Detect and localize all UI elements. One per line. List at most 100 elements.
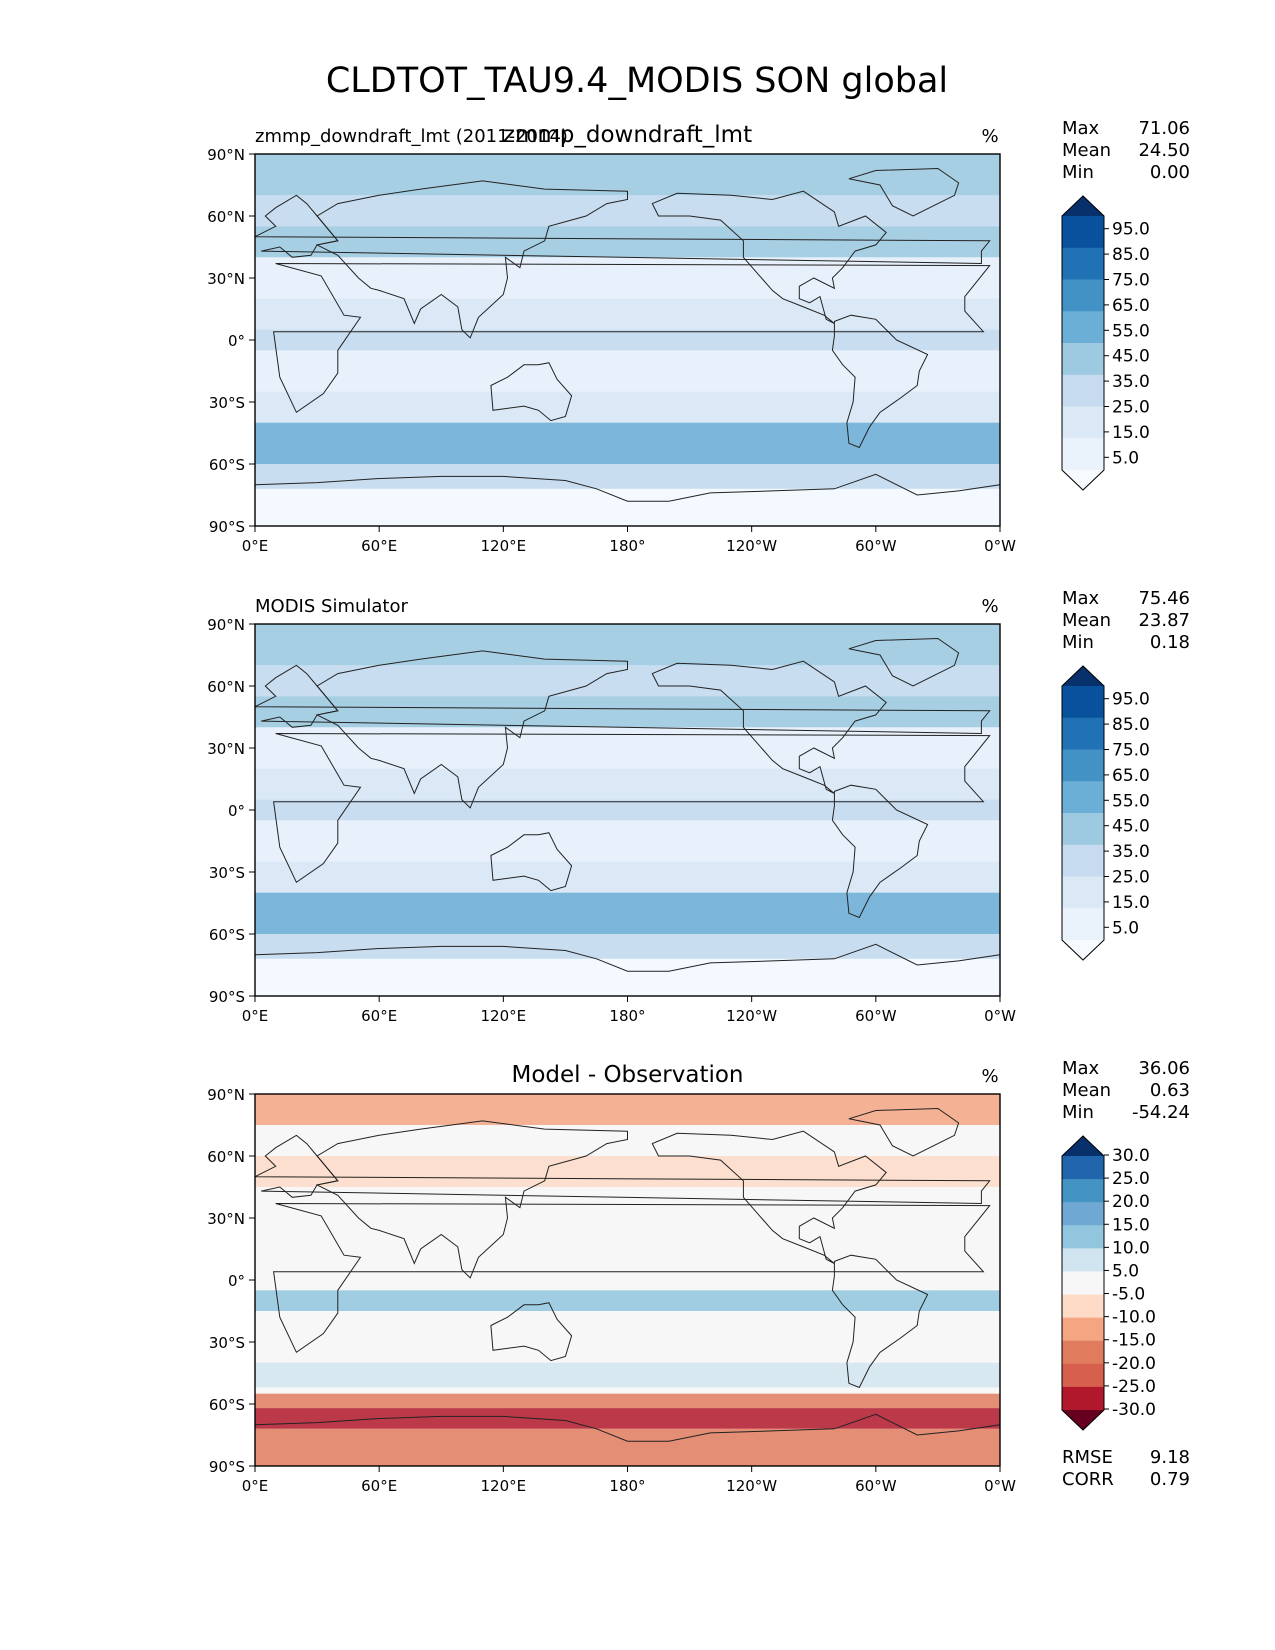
colorbar-segment (1062, 247, 1104, 280)
colorbar-label: 15.0 (1112, 423, 1150, 443)
lon-tick-label: 180° (609, 1477, 645, 1495)
coastline (315, 1120, 628, 1279)
colorbar-segment (1062, 686, 1104, 719)
lon-tick-label: 0°W (984, 1477, 1016, 1495)
panel-units: % (981, 596, 998, 617)
colorbar-segment (1062, 749, 1104, 782)
colorbar-label: 30.0 (1112, 1146, 1150, 1166)
lat-tick-label: 90°N (207, 616, 245, 634)
lat-tick-label: 0° (228, 332, 245, 350)
colorbar-label: 45.0 (1112, 817, 1150, 837)
field-band (255, 665, 1000, 697)
colorbar-label: 25.0 (1112, 398, 1150, 418)
panels: zmmp_downdraft_lmt (2011-2014)zmmp_downd… (207, 118, 1190, 1495)
field-band (255, 422, 1000, 464)
panel-left-title: zmmp_downdraft_lmt (2011-2014) (255, 126, 568, 147)
field-band (255, 1290, 1000, 1311)
colorbar-label: -25.0 (1112, 1377, 1156, 1397)
field-band (255, 329, 1000, 351)
colorbar-segment (1062, 813, 1104, 846)
lat-tick-label: 90°S (209, 988, 245, 1006)
stat-label: Min (1062, 632, 1094, 653)
field-band (255, 298, 1000, 330)
coastline (315, 180, 628, 339)
colorbar-label: 85.0 (1112, 715, 1150, 735)
lon-tick-label: 180° (609, 1007, 645, 1025)
lon-tick-label: 60°W (855, 1007, 897, 1025)
colorbar-label: 75.0 (1112, 271, 1150, 291)
coastline (831, 784, 929, 919)
field-band (255, 958, 1000, 996)
field-band (255, 1428, 1000, 1466)
lat-tick-label: 30°N (207, 740, 245, 758)
colorbar-outline (1061, 195, 1105, 491)
colorbar-segment (1062, 1386, 1104, 1411)
stat-value: -54.24 (1132, 1102, 1190, 1123)
stat-value: 23.87 (1138, 610, 1190, 631)
lon-tick-label: 0°W (984, 1007, 1016, 1025)
lat-tick-label: 90°N (207, 1086, 245, 1104)
colorbar-segment (1062, 1271, 1104, 1296)
colorbar-extend-bottom (1062, 470, 1104, 490)
colorbar-outline (1061, 1135, 1105, 1431)
bottom-stat-value: 0.79 (1150, 1469, 1190, 1490)
stat-value: 75.46 (1138, 588, 1190, 609)
colorbar-label: 10.0 (1112, 1238, 1150, 1258)
field-band (255, 820, 1000, 862)
panel-center-title: Model - Observation (511, 1062, 743, 1088)
field-band (255, 696, 1000, 728)
colorbar-label: 55.0 (1112, 321, 1150, 341)
lon-tick-label: 60°W (855, 537, 897, 555)
lat-tick-label: 60°N (207, 208, 245, 226)
colorbar-extend-bottom (1062, 940, 1104, 960)
colorbar-segment (1062, 438, 1104, 471)
coastline (651, 660, 887, 794)
colorbar-outline (1061, 665, 1105, 961)
colorbar-extend-top (1062, 1136, 1104, 1156)
coastline (848, 637, 960, 687)
lat-tick-label: 30°N (207, 270, 245, 288)
colorbar-label: 25.0 (1112, 868, 1150, 888)
panel-center-title: zmmp_downdraft_lmt (503, 122, 752, 148)
coastline (848, 1107, 960, 1157)
bottom-stat-label: CORR (1062, 1469, 1114, 1490)
panel-1: zmmp_downdraft_lmt (2011-2014)zmmp_downd… (207, 118, 1190, 555)
lat-tick-label: 0° (228, 802, 245, 820)
colorbar-label: 35.0 (1112, 842, 1150, 862)
coastline (848, 167, 960, 217)
colorbar-segment (1062, 717, 1104, 750)
coastline (490, 1302, 573, 1362)
colorbar-segment (1062, 1156, 1104, 1180)
field-band (255, 226, 1000, 258)
stat-label: Max (1062, 1058, 1100, 1079)
lat-tick-label: 30°S (209, 394, 245, 412)
field-band (255, 464, 1000, 489)
field-band (255, 799, 1000, 821)
stat-label: Mean (1062, 140, 1111, 161)
colorbar-label: -15.0 (1112, 1331, 1156, 1351)
colorbar-segment (1062, 1179, 1104, 1203)
stat-value: 24.50 (1138, 140, 1190, 161)
lon-tick-label: 180° (609, 537, 645, 555)
colorbar-label: 65.0 (1112, 766, 1150, 786)
lon-tick-label: 0°E (242, 1007, 269, 1025)
stat-value: 0.63 (1150, 1080, 1190, 1101)
stat-value: 36.06 (1138, 1058, 1190, 1079)
lon-tick-label: 120°E (481, 537, 527, 555)
lat-tick-label: 60°S (209, 456, 245, 474)
coastline (273, 733, 991, 884)
colorbar-segment (1062, 406, 1104, 439)
colorbar-label: 5.0 (1112, 918, 1139, 938)
lon-tick-label: 60°W (855, 1477, 897, 1495)
panel-units: % (981, 1066, 998, 1087)
colorbar-segment (1062, 1202, 1104, 1226)
lat-tick-label: 30°S (209, 864, 245, 882)
stat-label: Mean (1062, 610, 1111, 631)
colorbar-label: 5.0 (1112, 1261, 1139, 1281)
colorbar-extend-top (1062, 666, 1104, 686)
bottom-stat-label: RMSE (1062, 1447, 1113, 1468)
coastline (490, 362, 573, 422)
stat-value: 0.00 (1150, 162, 1190, 183)
field-band (255, 1408, 1000, 1429)
lat-tick-label: 0° (228, 1272, 245, 1290)
